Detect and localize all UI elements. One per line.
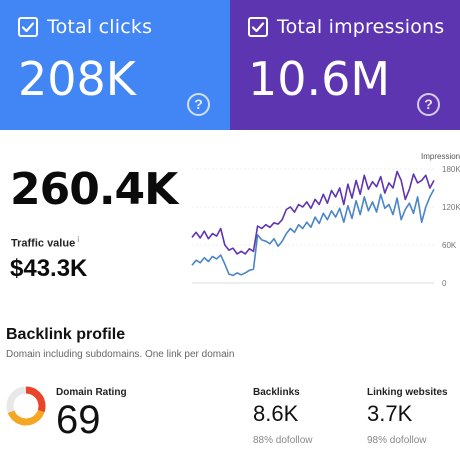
total-impressions-label: Total impressions [277,16,445,38]
info-icon[interactable]: i [77,235,80,244]
gauge-fill-accent [6,386,46,426]
y-tick-label: 120K [442,203,460,212]
checkbox-checked-icon[interactable] [248,17,268,37]
total-clicks-label: Total clicks [47,16,153,38]
total-impressions-value: 10.6M [248,52,391,106]
checkbox-checked-icon[interactable] [18,17,38,37]
series-line-secondary [191,188,435,277]
total-impressions-header: Total impressions [248,16,444,38]
impressions-chart: 0 60K 120K 180K Impressions [191,152,460,288]
backlinks-label: Backlinks [253,387,300,398]
chart-grid [192,168,434,284]
linking-websites-value[interactable]: 3.7K [367,401,413,426]
help-icon[interactable]: ? [187,93,210,116]
traffic-value-label-text: Traffic value [11,237,76,250]
backlink-profile-title: Backlink profile [6,326,126,343]
backlinks-dofollow: 88% dofollow [253,435,313,446]
domain-rating-value: 69 [56,398,101,442]
domain-rating-gauge [6,386,46,426]
total-impressions-card[interactable]: Total impressions 10.6M ? [230,0,460,130]
y-tick-label: 0 [442,279,447,288]
backlinks-value[interactable]: 8.6K [253,401,299,426]
traffic-value-amount: $43.3K [10,255,88,282]
organic-traffic-value: 260.4K [10,164,178,215]
y-tick-label: 60K [442,241,457,250]
total-clicks-value: 208K [18,52,136,106]
y-tick-label: 180K [442,165,460,174]
chart-lines [191,170,435,277]
total-clicks-card[interactable]: Total clicks 208K ? [0,0,230,130]
chart-y-ticks: 0 60K 120K 180K [442,165,460,288]
traffic-value-label: Traffic value i [11,235,79,250]
help-icon[interactable]: ? [417,93,440,116]
series-line-impressions [191,170,435,255]
backlink-profile-subtitle: Domain including subdomains. One link pe… [6,349,235,360]
chart-legend-label: Impressions [421,152,460,161]
domain-rating-label: Domain Rating [56,387,127,398]
total-clicks-header: Total clicks [18,16,152,38]
linking-websites-label: Linking websites [367,387,448,398]
linking-websites-dofollow: 98% dofollow [367,435,427,446]
